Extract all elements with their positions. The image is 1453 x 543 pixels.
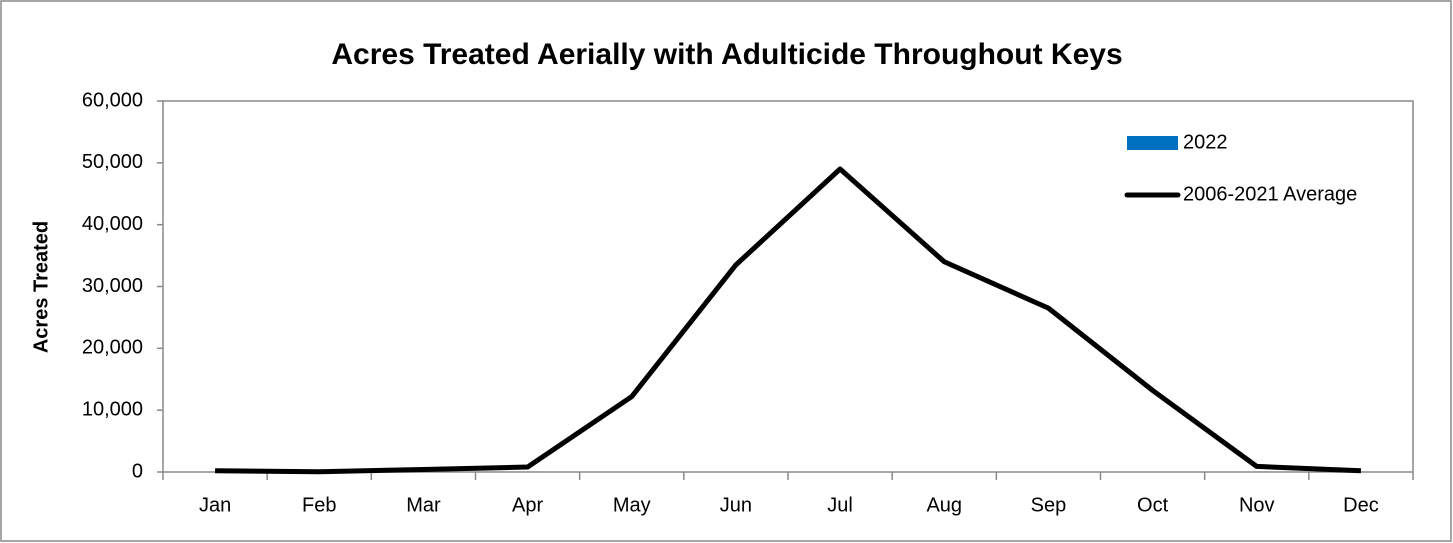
x-tick-label: Mar: [406, 494, 441, 516]
x-tick-label: Sep: [1031, 494, 1067, 516]
x-tick-label: May: [613, 494, 651, 516]
legend-label: 2022: [1183, 131, 1228, 153]
x-tick-label: Oct: [1137, 494, 1169, 516]
y-tick-label: 10,000: [82, 398, 143, 420]
y-tick-label: 30,000: [82, 275, 143, 297]
x-tick-label: Jul: [827, 494, 853, 516]
x-tick-label: Jun: [720, 494, 752, 516]
x-tick-label: Jan: [199, 494, 231, 516]
y-tick-label: 20,000: [82, 337, 143, 359]
x-tick-label: Aug: [926, 494, 962, 516]
chart-title: Acres Treated Aerially with Adulticide T…: [331, 38, 1122, 71]
legend-swatch: [1127, 136, 1178, 150]
y-tick-label: 0: [132, 460, 143, 482]
x-tick-label: Feb: [302, 494, 336, 516]
y-axis-title: Acres Treated: [30, 221, 52, 353]
x-tick-label: Dec: [1343, 494, 1379, 516]
x-tick-label: Nov: [1239, 494, 1275, 516]
y-tick-label: 50,000: [82, 151, 143, 173]
line: [215, 166, 1362, 475]
y-tick-label: 40,000: [82, 213, 143, 235]
legend-label: 2006-2021 Average: [1183, 183, 1357, 205]
x-tick-label: Apr: [512, 494, 543, 516]
y-tick-label: 60,000: [82, 89, 143, 111]
